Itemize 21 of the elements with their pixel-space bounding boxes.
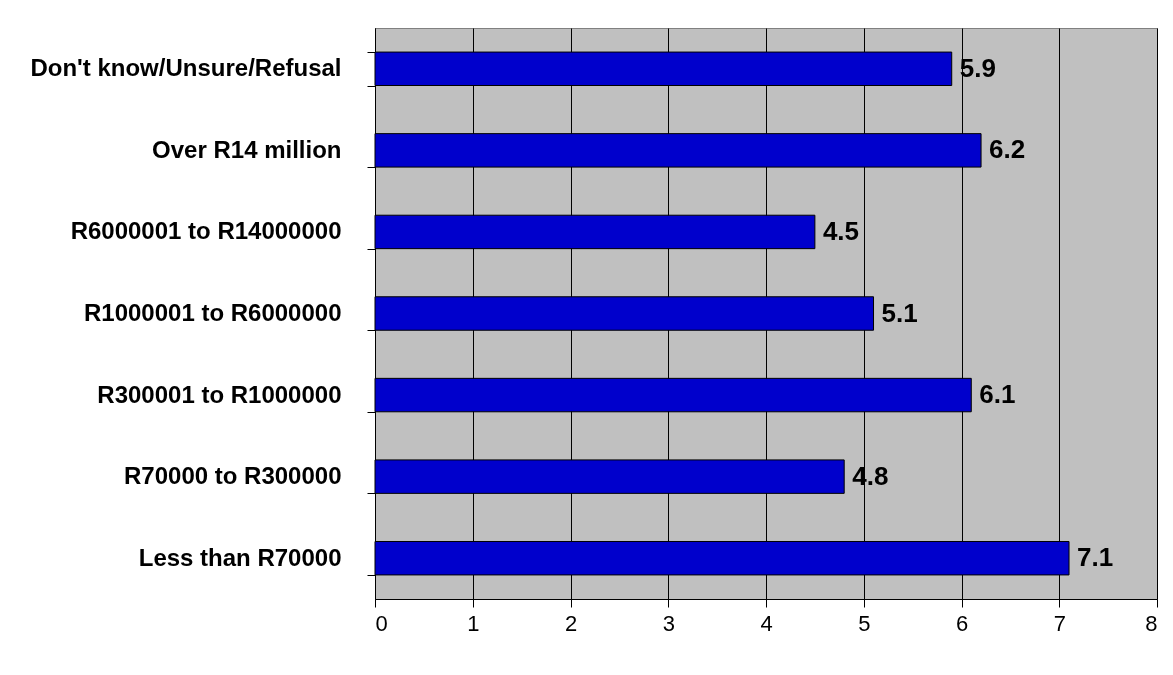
data-label: 6.1 bbox=[979, 379, 1016, 410]
y-tick-label: Less than R70000 bbox=[138, 543, 342, 571]
y-tick-label: R300001 to R1000000 bbox=[97, 380, 342, 408]
y-tick-label: R1000001 to R6000000 bbox=[83, 299, 342, 326]
x-tick-label: 3 bbox=[662, 610, 675, 636]
x-tick-label: 4 bbox=[760, 610, 773, 636]
x-tick-label: 6 bbox=[955, 610, 969, 636]
x-tick-label: 2 bbox=[564, 610, 578, 636]
data-label: 6.2 bbox=[989, 134, 1026, 165]
x-tick-label: 8 bbox=[1145, 610, 1158, 636]
x-tick-label: 1 bbox=[467, 610, 480, 636]
data-label: 4.5 bbox=[822, 215, 860, 246]
y-tick-label: R6000001 to R14000000 bbox=[70, 217, 342, 245]
data-label: 7.1 bbox=[1077, 542, 1114, 573]
y-tick-label: Over R14 million bbox=[152, 135, 342, 163]
x-tick-label: 0 bbox=[375, 610, 388, 636]
data-label: 5.1 bbox=[881, 297, 918, 328]
x-tick-label: 7 bbox=[1053, 610, 1066, 636]
y-tick-label: Don't know/Unsure/Refusal bbox=[30, 54, 342, 82]
x-tick-label: 5 bbox=[858, 610, 871, 636]
y-tick-label: R70000 to R300000 bbox=[124, 462, 342, 490]
